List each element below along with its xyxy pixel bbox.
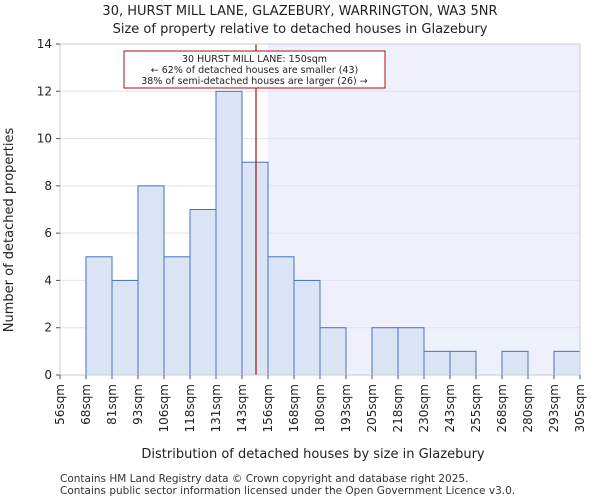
x-tick-label: 168sqm <box>287 384 301 432</box>
x-tick-label: 143sqm <box>235 384 249 432</box>
histogram-bar <box>163 256 191 376</box>
footer-copyright: Contains HM Land Registry data © Crown c… <box>60 473 469 485</box>
y-tick-label: 2 <box>44 321 52 335</box>
histogram-bar <box>449 350 477 376</box>
footer-licence: Contains public sector information licen… <box>60 485 516 497</box>
histogram-bar <box>189 209 217 376</box>
histogram-bar <box>241 161 269 376</box>
x-tick-label: 93sqm <box>131 384 145 425</box>
x-tick-label: 230sqm <box>417 384 431 432</box>
x-tick-label: 118sqm <box>183 384 197 432</box>
x-tick-label: 255sqm <box>469 384 483 432</box>
x-tick-label: 268sqm <box>495 384 509 432</box>
annotation-line: 30 HURST MILL LANE: 150sqm <box>182 54 327 65</box>
x-tick-label: 293sqm <box>547 384 561 432</box>
histogram-bar <box>423 350 451 376</box>
histogram-bar <box>501 350 529 376</box>
x-tick-label: 205sqm <box>365 384 379 432</box>
histogram-bar <box>293 279 321 376</box>
y-axis-label: Number of detached properties <box>2 128 17 333</box>
y-tick-label: 8 <box>44 179 52 193</box>
chart-subtitle: Size of property relative to detached ho… <box>112 22 488 37</box>
x-tick-label: 280sqm <box>521 384 535 432</box>
histogram-bar <box>553 350 581 376</box>
x-tick-label: 193sqm <box>339 384 353 432</box>
y-tick-label: 10 <box>37 132 52 146</box>
histogram-bar <box>397 327 425 376</box>
histogram-bar <box>85 256 113 376</box>
histogram-bar <box>111 279 139 376</box>
x-tick-label: 305sqm <box>573 384 587 432</box>
x-axis-label: Distribution of detached houses by size … <box>141 447 485 462</box>
y-tick-label: 12 <box>37 84 52 98</box>
histogram-bar <box>371 327 399 376</box>
x-tick-label: 131sqm <box>209 384 223 432</box>
x-tick-label: 156sqm <box>261 384 275 432</box>
histogram-bar <box>215 90 243 376</box>
x-tick-label: 81sqm <box>105 384 119 425</box>
x-tick-label: 68sqm <box>79 384 93 425</box>
annotation-box <box>123 50 386 89</box>
x-tick-label: 243sqm <box>443 384 457 432</box>
y-tick-label: 6 <box>44 226 52 240</box>
x-tick-label: 180sqm <box>313 384 327 432</box>
y-tick-label: 14 <box>37 37 52 51</box>
x-tick-label: 106sqm <box>157 384 171 432</box>
histogram-bar <box>267 256 295 376</box>
histogram-bar <box>137 185 165 376</box>
annotation-line: 38% of semi-detached houses are larger (… <box>141 76 368 87</box>
annotation-line: ← 62% of detached houses are smaller (43… <box>151 65 358 76</box>
y-tick-label: 0 <box>44 368 52 382</box>
chart-title: 30, HURST MILL LANE, GLAZEBURY, WARRINGT… <box>102 4 498 19</box>
x-tick-label: 218sqm <box>391 384 405 432</box>
x-tick-label: 56sqm <box>53 384 67 425</box>
histogram-bar <box>319 327 347 376</box>
y-tick-label: 4 <box>44 273 52 287</box>
